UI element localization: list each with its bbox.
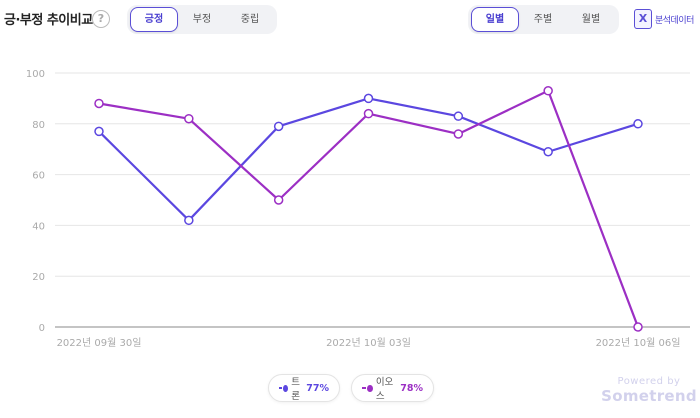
x-tick-label: 2022년 09월 30일: [57, 337, 142, 349]
tab-negative[interactable]: 부정: [192, 14, 212, 25]
excel-icon: X: [634, 9, 652, 29]
grid-lines: [55, 72, 690, 328]
brand-name: Sometrend: [601, 387, 697, 405]
powered-by-text: Powered by: [617, 376, 681, 387]
data-point-1-5: [543, 86, 553, 96]
legend-name: 트론: [291, 377, 300, 402]
legend-item-tron[interactable]: 트론 77%: [268, 374, 340, 402]
tab-neutral[interactable]: 중립: [240, 14, 260, 25]
data-point-1-2: [273, 195, 284, 205]
y-tick-label: 40: [32, 221, 45, 232]
series-lines: [94, 86, 643, 332]
legend-item-eos[interactable]: 이오스 78%: [351, 374, 434, 402]
tab-weekly[interactable]: 주별: [533, 14, 553, 25]
powered-by-logo: Powered by Sometrend: [600, 376, 698, 405]
data-point-0-0: [94, 126, 104, 137]
legend-dot-icon: [283, 384, 289, 392]
tab-monthly[interactable]: 월별: [581, 14, 601, 25]
data-point-0-4: [453, 111, 464, 121]
data-point-1-0: [94, 98, 104, 109]
legend-dot-icon: [367, 384, 373, 392]
tab-daily[interactable]: 일별: [471, 7, 519, 32]
data-point-0-1: [184, 215, 194, 226]
chart-title: 긍·부정 추이비교: [4, 13, 93, 28]
y-tick-label: 0: [39, 323, 45, 334]
x-tick-label: 2022년 10월 06일: [596, 337, 681, 349]
x-tick-label: 2022년 10월 03일: [326, 337, 411, 349]
help-icon[interactable]: ?: [92, 10, 110, 28]
legend-name: 이오스: [375, 377, 394, 402]
sentiment-toggle: 긍정 부정 중립: [127, 5, 277, 34]
period-toggle: 일별 주별 월별: [468, 5, 619, 34]
legend-percent: 77%: [306, 382, 330, 394]
data-point-0-2: [273, 121, 284, 132]
y-tick-label: 20: [32, 272, 45, 283]
legend-line-swatch: [279, 387, 283, 389]
export-data-button[interactable]: X 분석데이터: [634, 9, 694, 29]
legend-percent: 78%: [400, 382, 423, 394]
export-label: 분석데이터: [655, 15, 694, 26]
data-point-0-3: [363, 93, 374, 104]
x-axis-ticks: 2022년 09월 30일 2022년 10월 03일 2022년 10월 06일: [57, 337, 681, 349]
legend-line-swatch: [362, 387, 367, 389]
y-tick-label: 80: [32, 120, 45, 131]
data-point-1-4: [453, 129, 464, 139]
tab-positive[interactable]: 긍정: [130, 7, 178, 32]
data-point-1-6: [633, 322, 643, 332]
data-point-1-3: [363, 108, 374, 119]
y-tick-label: 60: [32, 171, 45, 182]
data-point-0-6: [633, 119, 643, 129]
y-tick-label: 100: [26, 69, 45, 80]
y-axis-ticks: 0 20 40 60 80 100: [26, 69, 45, 334]
data-point-0-5: [543, 146, 553, 157]
data-point-1-1: [184, 113, 194, 124]
series-line-1: [98, 89, 640, 328]
